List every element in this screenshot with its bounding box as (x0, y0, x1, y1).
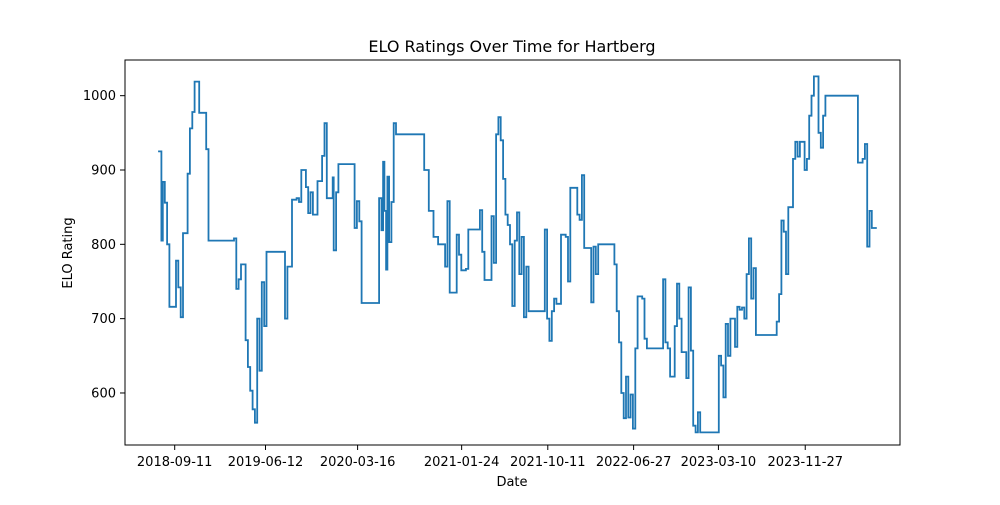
x-tick-label: 2021-01-24 (424, 455, 500, 470)
x-tick-label: 2019-06-12 (228, 455, 304, 470)
x-tick-label: 2023-03-10 (681, 455, 757, 470)
y-tick-label: 800 (91, 238, 116, 253)
chart-title: ELO Ratings Over Time for Hartberg (368, 37, 655, 56)
plot-frame (124, 59, 901, 446)
x-tick-label: 2020-03-16 (320, 455, 396, 470)
y-tick-label: 700 (91, 312, 116, 327)
x-axis-label: Date (496, 475, 527, 490)
y-tick-label: 600 (91, 386, 116, 401)
elo-series-line (158, 75, 877, 434)
plot-area (124, 59, 901, 446)
x-axis: 2018-09-11 2019-06-12 2020-03-16 2021-01-24… (137, 445, 843, 470)
x-tick-label: 2023-11-27 (767, 455, 843, 470)
y-tick-label: 1000 (83, 89, 116, 104)
y-axis-label: ELO Rating (61, 217, 76, 288)
y-tick-label: 900 (91, 164, 116, 179)
y-axis: 600 700 800 900 1000 (83, 89, 125, 401)
x-tick-label: 2022-06-27 (596, 455, 672, 470)
x-tick-label: 2021-10-11 (510, 455, 586, 470)
x-tick-label: 2018-09-11 (137, 455, 213, 470)
